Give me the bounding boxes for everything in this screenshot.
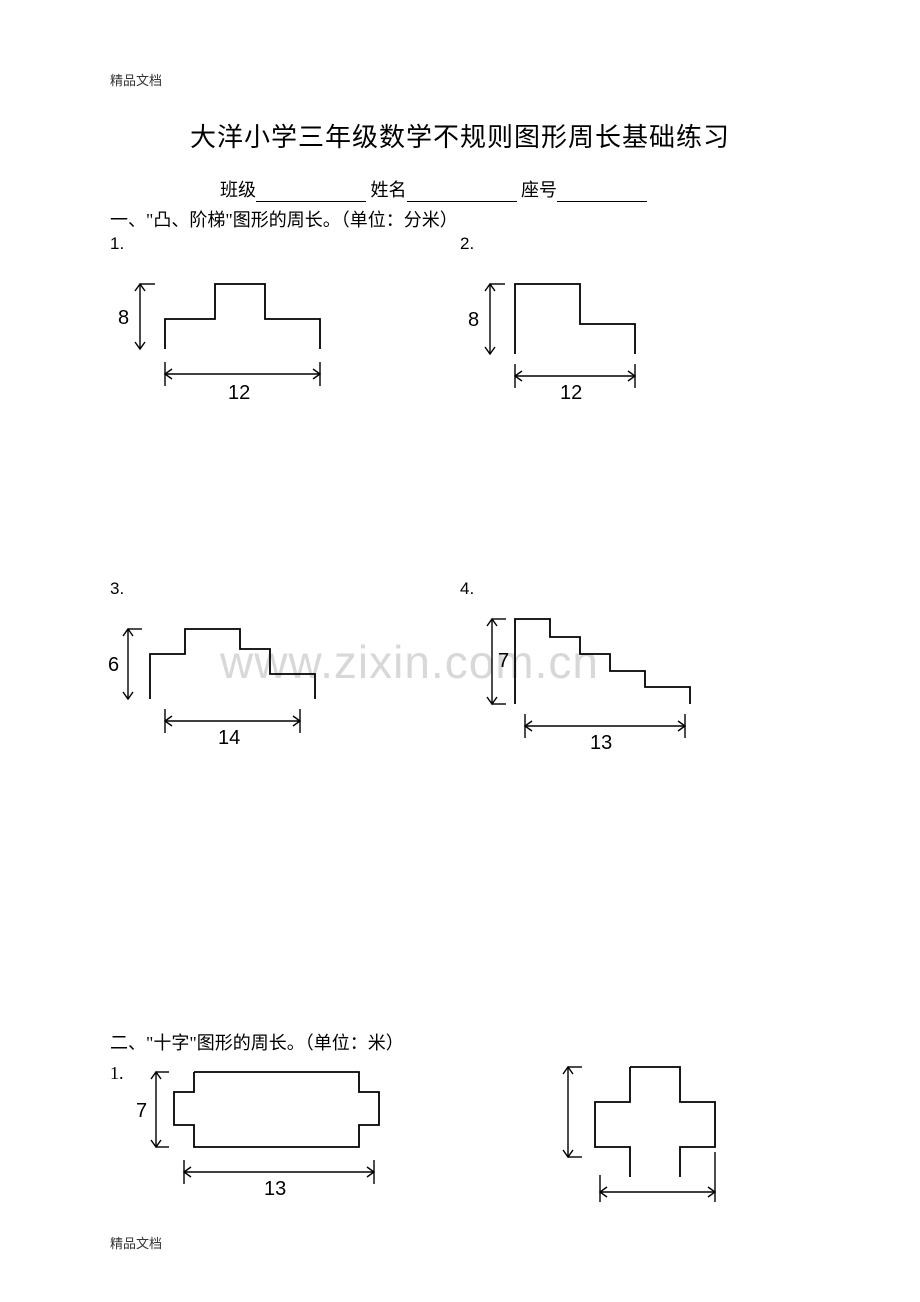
q3-outline xyxy=(150,629,315,699)
q3-number: 3. xyxy=(110,579,460,599)
footer-note: 精品文档 xyxy=(110,1233,162,1252)
class-label: 班级 xyxy=(220,180,256,200)
spacer-2 xyxy=(110,774,810,1029)
header-note: 精品文档 xyxy=(110,70,810,89)
student-info-line: 班级 姓名 座号 xyxy=(220,176,810,202)
figure-q3: 6 14 xyxy=(110,599,370,769)
row-q1-q2: 1. 8 12 2. xyxy=(110,234,810,429)
q4-w-label: 13 xyxy=(590,732,612,754)
s2q1-outline xyxy=(174,1072,379,1147)
name-blank xyxy=(407,184,517,202)
s2q1-h-label: 7 xyxy=(136,1100,147,1122)
q4-outline xyxy=(515,619,690,704)
s2-q1-number: 1. xyxy=(110,1063,124,1222)
page-title: 大洋小学三年级数学不规则图形周长基础练习 xyxy=(110,117,810,154)
figure-s2-q2 xyxy=(540,1057,780,1217)
figure-q4: 7 13 xyxy=(460,599,760,769)
seat-label: 座号 xyxy=(521,180,557,200)
section1-heading: 一、"凸、阶梯"图形的周长。（单位：分米） xyxy=(110,206,810,232)
spacer-1 xyxy=(110,429,810,579)
cell-q4: 4. 7 13 xyxy=(460,579,810,774)
q4-h-label: 7 xyxy=(498,650,509,672)
figure-q1: 8 12 xyxy=(110,254,370,424)
q1-h-label: 8 xyxy=(118,307,129,329)
figure-q2: 8 12 xyxy=(460,254,700,424)
row-s2: 1. 7 13 xyxy=(110,1057,810,1222)
q2-h-label: 8 xyxy=(468,309,479,331)
figure-s2-q1: 7 13 xyxy=(124,1057,424,1217)
cell-s2-q2 xyxy=(460,1057,810,1222)
q2-w-label: 12 xyxy=(560,382,582,404)
s2q2-outline-r xyxy=(630,1067,715,1177)
q4-number: 4. xyxy=(460,579,810,599)
q1-number: 1. xyxy=(110,234,460,254)
section2-heading: 二、"十字"图形的周长。（单位：米） xyxy=(110,1029,810,1055)
s2q1-w-label: 13 xyxy=(264,1178,286,1200)
cell-s2-q1: 1. 7 13 xyxy=(110,1057,460,1222)
cell-q2: 2. 8 12 xyxy=(460,234,810,429)
seat-blank xyxy=(557,184,647,202)
s2q2-outline-l xyxy=(595,1067,630,1177)
class-blank xyxy=(256,184,366,202)
q3-h-label: 6 xyxy=(108,654,119,676)
q2-number: 2. xyxy=(460,234,810,254)
cell-q1: 1. 8 12 xyxy=(110,234,460,429)
q3-w-label: 14 xyxy=(218,727,240,749)
row-q3-q4: 3. 6 14 4. xyxy=(110,579,810,774)
q1-w-label: 12 xyxy=(228,382,250,404)
name-label: 姓名 xyxy=(371,180,407,200)
page: 精品文档 大洋小学三年级数学不规则图形周长基础练习 班级 姓名 座号 一、"凸、… xyxy=(0,0,920,1262)
q2-outline xyxy=(515,284,635,354)
cell-q3: 3. 6 14 xyxy=(110,579,460,774)
q1-outline xyxy=(165,284,320,349)
